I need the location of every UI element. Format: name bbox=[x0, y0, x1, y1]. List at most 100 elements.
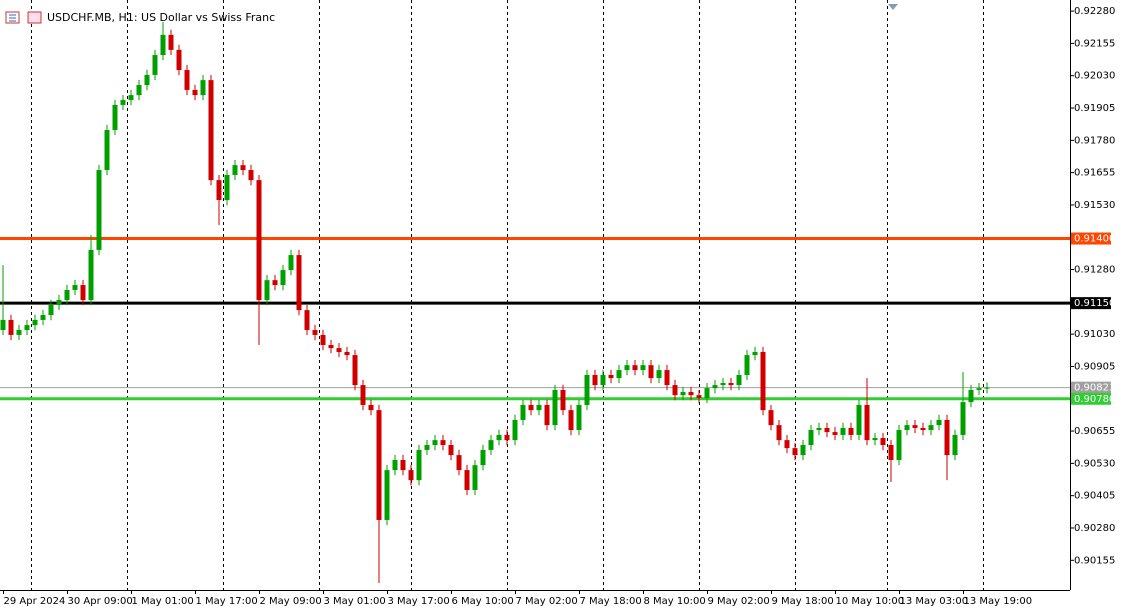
candle-body bbox=[600, 374, 606, 386]
candle-body bbox=[760, 351, 766, 411]
y-tick-label: 0.91280 bbox=[1074, 265, 1115, 276]
candle-body bbox=[80, 285, 86, 301]
candle-body bbox=[776, 425, 782, 441]
candle-body bbox=[152, 55, 158, 75]
candle-body bbox=[320, 334, 326, 346]
candle-body bbox=[168, 34, 174, 50]
x-tick-label: 7 May 02:00 bbox=[516, 596, 578, 607]
candle-body bbox=[544, 404, 550, 426]
price-level-tag bbox=[1071, 392, 1111, 405]
candle-body bbox=[744, 355, 750, 375]
x-tick-label: 8 May 10:00 bbox=[644, 596, 706, 607]
y-tick-label: 0.90655 bbox=[1074, 426, 1115, 437]
candle-body bbox=[344, 351, 350, 356]
candle-body bbox=[928, 425, 934, 431]
candle-body bbox=[608, 374, 614, 379]
candle-body bbox=[480, 449, 486, 466]
x-tick-label: 3 May 17:00 bbox=[388, 596, 450, 607]
candle-body bbox=[64, 289, 70, 301]
candle-body bbox=[96, 170, 102, 250]
candle-body bbox=[232, 165, 238, 175]
candle-body bbox=[872, 438, 878, 441]
candle-body bbox=[392, 460, 398, 471]
candle-body bbox=[192, 89, 198, 96]
candle-body bbox=[376, 410, 382, 520]
candle-body bbox=[792, 448, 798, 456]
candle-body bbox=[296, 255, 302, 311]
candle-body bbox=[624, 365, 630, 371]
price-level-tag bbox=[1071, 381, 1111, 394]
candle-body bbox=[448, 445, 454, 456]
candle-body bbox=[88, 249, 94, 301]
x-tick-label: 29 Apr 2024 bbox=[4, 596, 66, 607]
candle-body bbox=[136, 85, 142, 96]
candle-body bbox=[728, 382, 734, 386]
price-level-label: 0.90780 bbox=[1074, 394, 1115, 405]
candle-body bbox=[432, 440, 438, 446]
candle-body bbox=[536, 404, 542, 411]
candle-body bbox=[504, 434, 510, 441]
candle-body bbox=[120, 100, 126, 105]
candle-body bbox=[248, 170, 254, 181]
grid bbox=[31, 0, 984, 590]
candle-body bbox=[128, 95, 134, 101]
candle-body bbox=[936, 419, 942, 426]
candle-body bbox=[304, 310, 310, 331]
x-tick-label: 13 May 19:00 bbox=[964, 596, 1033, 607]
candle-body bbox=[440, 440, 446, 446]
price-level-tag bbox=[1071, 232, 1111, 245]
candle-body bbox=[904, 425, 910, 431]
x-tick-label: 7 May 18:00 bbox=[580, 596, 642, 607]
candle-body bbox=[384, 470, 390, 520]
candle-body bbox=[808, 430, 814, 446]
y-tick-label: 0.90405 bbox=[1074, 491, 1115, 502]
candle-body bbox=[592, 374, 598, 386]
candle-body bbox=[800, 445, 806, 456]
candle-body bbox=[768, 410, 774, 426]
y-tick-label: 0.91780 bbox=[1074, 135, 1115, 146]
candle-body bbox=[824, 427, 830, 433]
candle-body bbox=[40, 315, 46, 320]
x-tick-label: 9 May 02:00 bbox=[708, 596, 770, 607]
x-tick-label: 9 May 18:00 bbox=[772, 596, 834, 607]
candle-body bbox=[0, 319, 6, 331]
candle-body bbox=[664, 370, 670, 386]
candle-body bbox=[520, 404, 526, 420]
candle-body bbox=[176, 49, 182, 71]
candle-body bbox=[72, 285, 78, 290]
candle-body bbox=[408, 470, 414, 481]
price-level-label: 0.90823 bbox=[1074, 383, 1115, 394]
candle-body bbox=[216, 180, 222, 201]
candle-body bbox=[720, 382, 726, 386]
candle-body bbox=[104, 129, 110, 171]
x-tick-label: 30 Apr 09:00 bbox=[68, 596, 133, 607]
candle-body bbox=[32, 319, 38, 326]
candle-body bbox=[632, 365, 638, 371]
candle-body bbox=[712, 385, 718, 389]
candle-body bbox=[984, 387, 990, 389]
candle-body bbox=[688, 392, 694, 396]
candle-body bbox=[848, 427, 854, 435]
candle-body bbox=[736, 374, 742, 386]
candle-body bbox=[672, 385, 678, 396]
candle-body bbox=[864, 404, 870, 441]
candle-body bbox=[680, 392, 686, 396]
levels bbox=[0, 237, 1070, 401]
candle-body bbox=[272, 280, 278, 286]
candle-body bbox=[584, 374, 590, 405]
y-tick-label: 0.90530 bbox=[1074, 458, 1115, 469]
candle-body bbox=[888, 445, 894, 461]
candle-body bbox=[496, 434, 502, 441]
price-level-label: 0.91150 bbox=[1074, 298, 1115, 309]
symbol-icon[interactable] bbox=[27, 11, 42, 24]
candle-body bbox=[424, 445, 430, 450]
candle-body bbox=[360, 385, 366, 405]
candle-body bbox=[912, 425, 918, 428]
shift-marker[interactable] bbox=[888, 4, 898, 10]
y-tick-label: 0.91030 bbox=[1074, 329, 1115, 340]
candle-body bbox=[456, 455, 462, 471]
candle-body bbox=[512, 419, 518, 441]
candle-body bbox=[8, 319, 14, 335]
candle-body bbox=[704, 388, 710, 398]
